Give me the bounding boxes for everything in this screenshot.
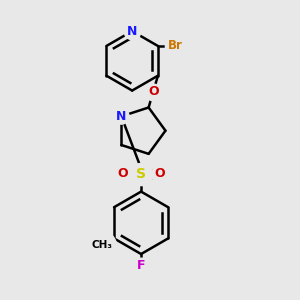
- Text: O: O: [117, 167, 128, 180]
- Text: CH₃: CH₃: [92, 240, 113, 250]
- Text: N: N: [127, 25, 137, 38]
- Text: O: O: [148, 85, 159, 98]
- Text: O: O: [154, 167, 165, 180]
- Text: F: F: [137, 260, 145, 272]
- Text: Br: Br: [168, 40, 183, 52]
- Text: N: N: [116, 110, 127, 123]
- Text: S: S: [136, 167, 146, 181]
